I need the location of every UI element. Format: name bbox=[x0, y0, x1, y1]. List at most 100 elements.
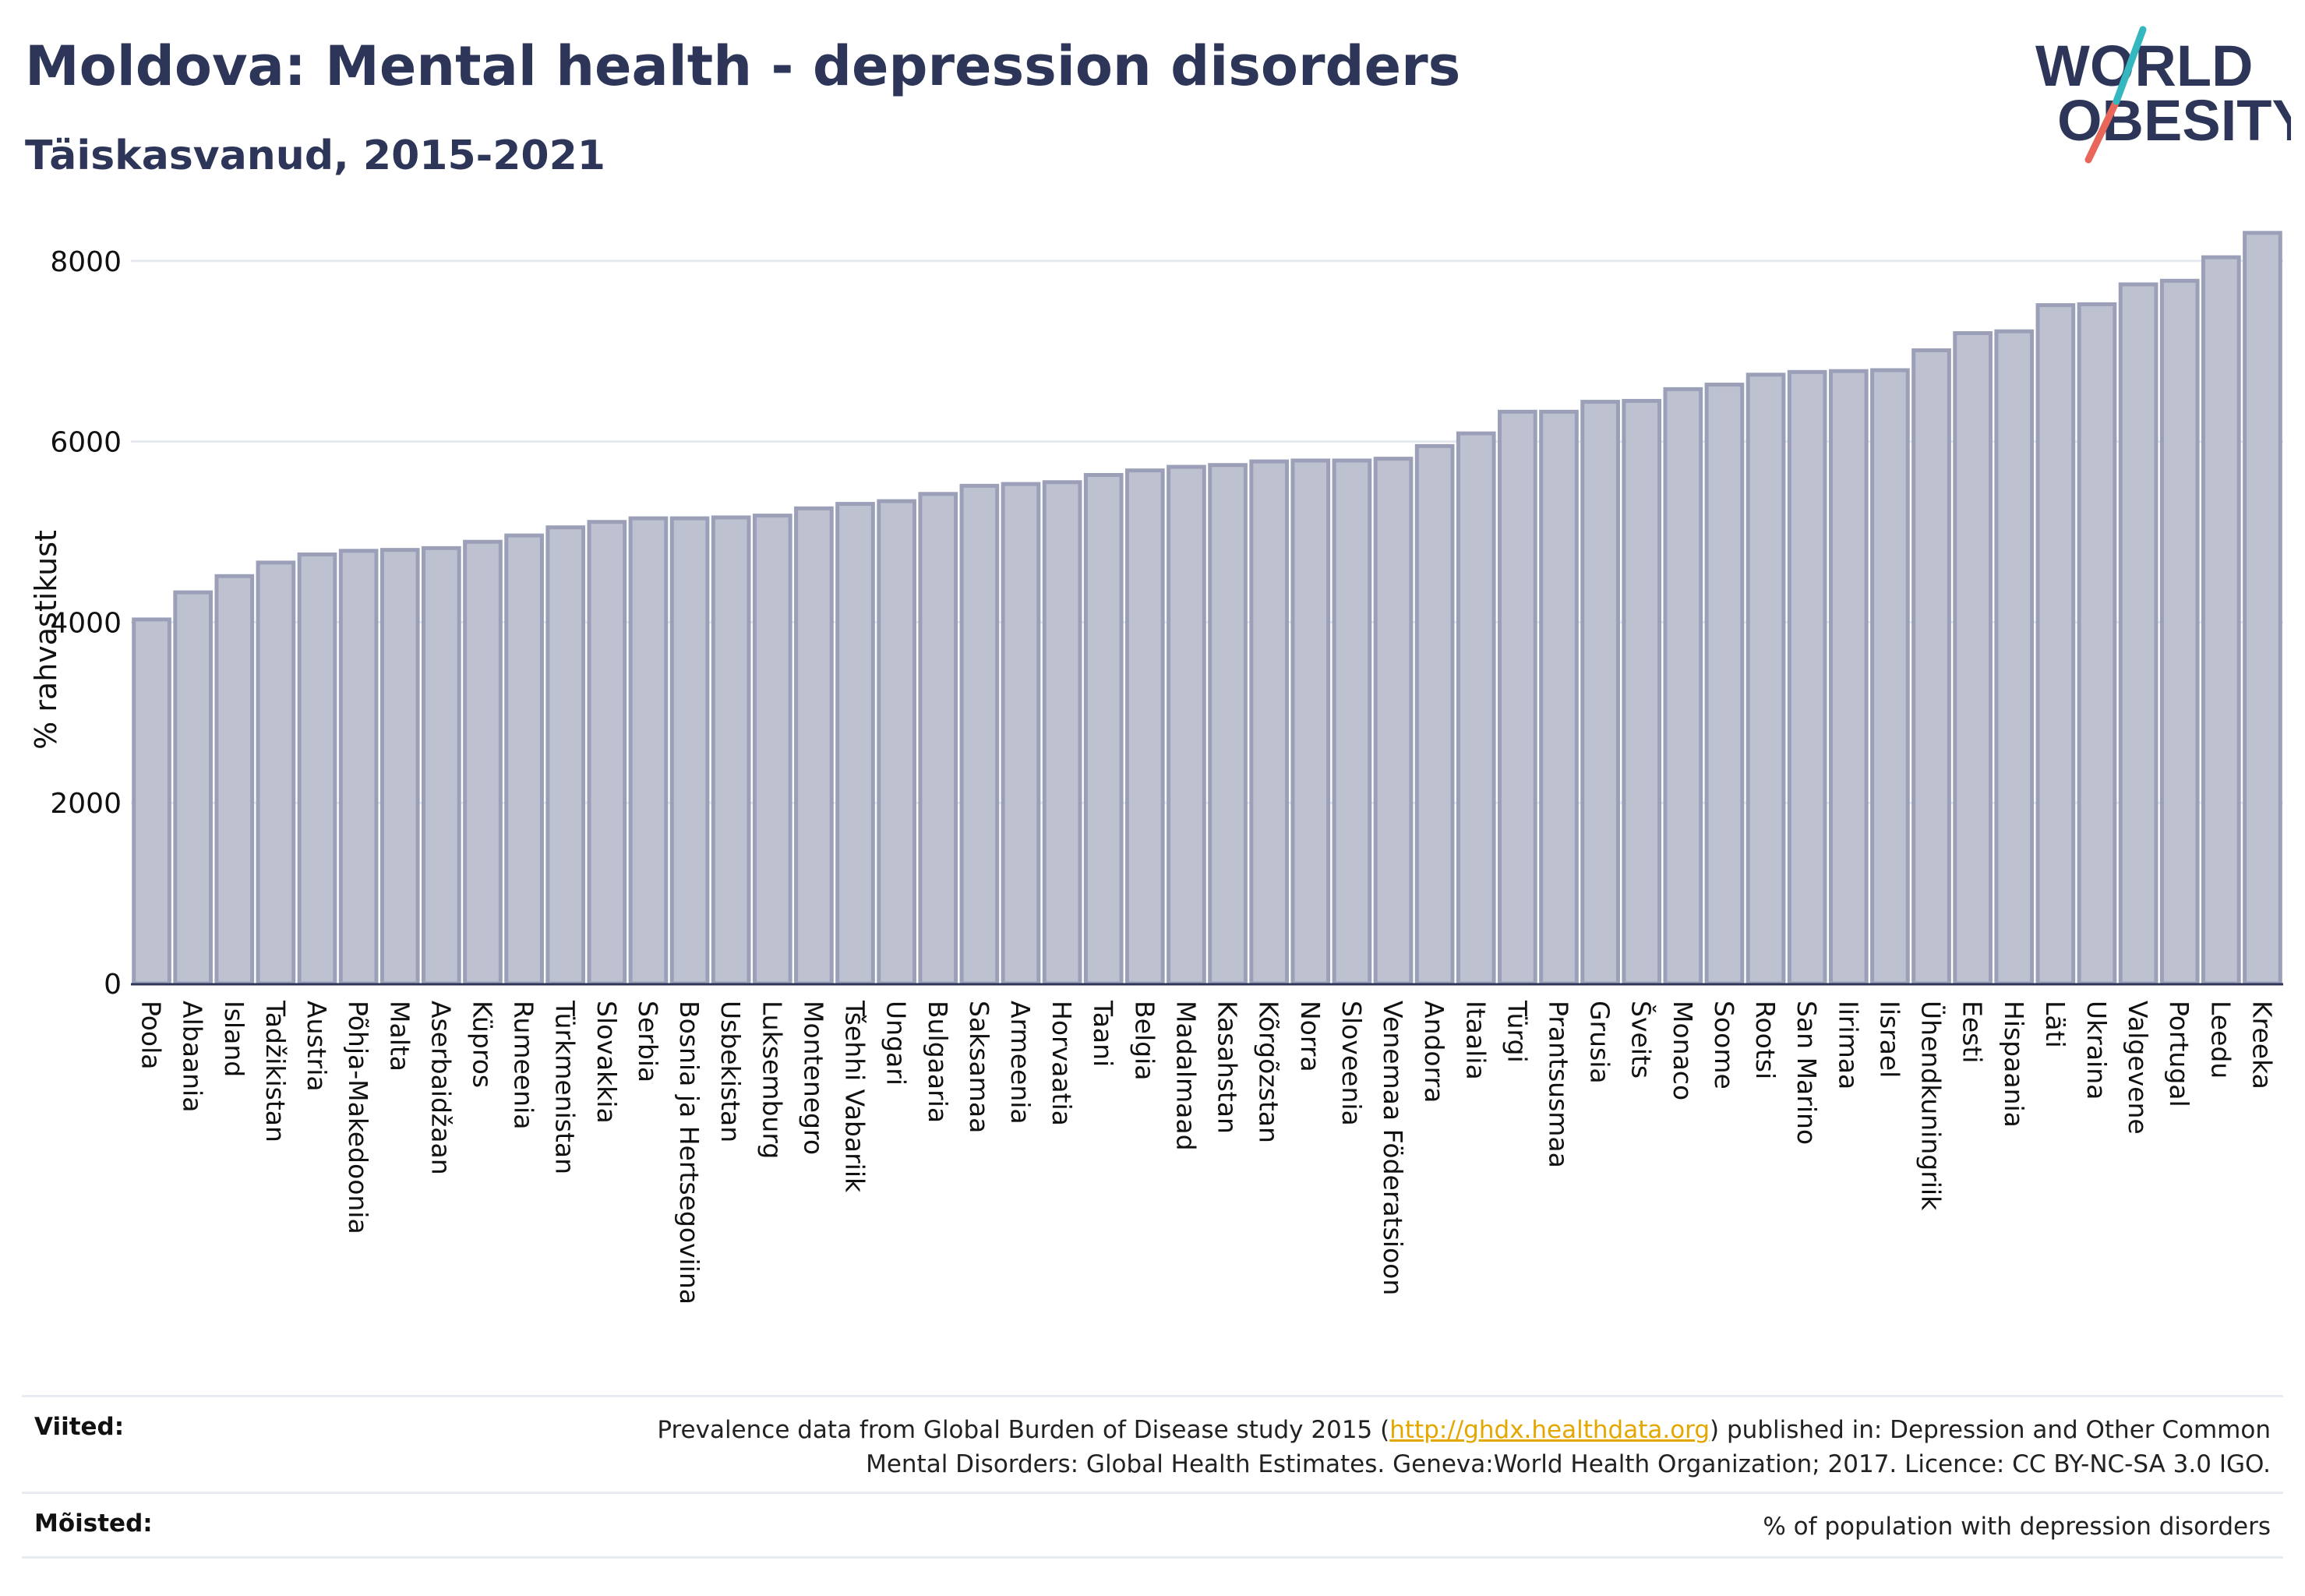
bar bbox=[1704, 383, 1745, 986]
x-tick-label: Iisrael bbox=[1874, 1001, 1904, 1078]
x-tick-label: Portugal bbox=[2164, 1001, 2194, 1107]
bar bbox=[1042, 480, 1082, 986]
bar bbox=[463, 539, 503, 986]
sources-link[interactable]: http://ghdx.healthdata.org bbox=[1389, 1416, 1710, 1444]
bar bbox=[379, 548, 420, 986]
bar bbox=[422, 546, 461, 986]
bar bbox=[1911, 348, 1951, 986]
bar bbox=[1498, 409, 1537, 986]
x-tick-label: Kasahstan bbox=[1213, 1001, 1243, 1134]
x-tick-label: Iirimaa bbox=[1833, 1001, 1863, 1089]
y-tick-label: 0 bbox=[104, 969, 122, 1001]
bar bbox=[1622, 398, 1662, 986]
x-tick-labels: Poola Albaania Island Tadžikistan Austria Põh… bbox=[136, 1000, 2278, 1305]
footer-definitions: Mõisted: % of population with depression… bbox=[22, 1492, 2283, 1559]
bar bbox=[1456, 431, 1496, 986]
bar bbox=[1787, 369, 1827, 986]
x-tick-label: Eesti bbox=[1957, 1001, 1988, 1063]
y-axis-label: % rahvastikust bbox=[29, 530, 63, 750]
x-tick-label: Leedu bbox=[2205, 1001, 2236, 1079]
bar bbox=[752, 514, 792, 986]
page-title: Moldova: Mental health - depression diso… bbox=[25, 34, 1461, 98]
x-tick-label: Bulgaaria bbox=[923, 1001, 953, 1123]
x-tick-label: Sloveenia bbox=[1336, 1001, 1367, 1126]
bar bbox=[794, 506, 834, 986]
bar bbox=[711, 515, 751, 986]
bar bbox=[1414, 443, 1455, 986]
x-tick-label: Horvaatia bbox=[1047, 1001, 1077, 1126]
y-tick-label: 6000 bbox=[50, 427, 122, 459]
bar bbox=[1373, 457, 1414, 986]
definitions-text: % of population with depression disorder… bbox=[1763, 1513, 2271, 1541]
x-tick-label: Kõrgõzstan bbox=[1254, 1001, 1284, 1143]
bar bbox=[1746, 373, 1786, 986]
x-tick-label: Kreeka bbox=[2247, 1001, 2277, 1089]
sources-label: Viited: bbox=[34, 1413, 125, 1441]
page-subtitle: Täiskasvanud, 2015-2021 bbox=[25, 132, 605, 179]
x-tick-label: Ungari bbox=[881, 1001, 912, 1086]
x-tick-label: Läti bbox=[2040, 1001, 2070, 1048]
x-tick-label: Bosnia ja Hertsegoviina bbox=[674, 1001, 704, 1305]
x-tick-label: Põhja-Makedoonia bbox=[343, 1001, 373, 1234]
x-tick-label: Türkmenistan bbox=[550, 1000, 581, 1174]
x-tick-label: Tšehhi Vabariik bbox=[840, 1000, 870, 1193]
x-tick-label: Prantsusmaa bbox=[1543, 1001, 1573, 1168]
x-tick-label: Itaalia bbox=[1460, 1001, 1491, 1080]
bar bbox=[2201, 255, 2241, 986]
bar bbox=[2243, 231, 2282, 986]
y-tick-label: 8000 bbox=[50, 246, 122, 278]
bar bbox=[545, 525, 586, 986]
bar bbox=[256, 560, 296, 986]
bar bbox=[1124, 468, 1165, 986]
bars bbox=[132, 231, 2282, 986]
x-tick-label: San Marino bbox=[1791, 1001, 1822, 1145]
bar bbox=[2118, 282, 2159, 986]
bar bbox=[1083, 472, 1124, 986]
y-tick-labels: 0 2000 4000 6000 8000 bbox=[50, 246, 122, 1001]
sources-text-after: ) published in: Depression and Other Com… bbox=[1710, 1416, 2271, 1444]
x-tick-label: Island bbox=[219, 1001, 249, 1077]
x-tick-label: Andorra bbox=[1419, 1001, 1449, 1103]
x-tick-label: Usbekistan bbox=[715, 1001, 746, 1142]
logo-line1: WORLD bbox=[2035, 34, 2254, 98]
bar bbox=[2035, 303, 2076, 986]
x-tick-label: Valgevene bbox=[2123, 1001, 2153, 1135]
x-tick-label: Austria bbox=[302, 1001, 332, 1092]
x-tick-label: Malta bbox=[384, 1001, 415, 1072]
bar bbox=[297, 552, 337, 986]
sources-text-before: Prevalence data from Global Burden of Di… bbox=[657, 1416, 1390, 1444]
bar bbox=[2159, 278, 2200, 986]
world-obesity-logo: WORLD OBESITY bbox=[2026, 23, 2305, 171]
bar bbox=[1249, 459, 1290, 986]
bar bbox=[669, 516, 710, 986]
bar bbox=[1870, 368, 1910, 986]
x-tick-label: Monaco bbox=[1668, 1001, 1698, 1100]
x-tick-label: Poola bbox=[136, 1001, 167, 1070]
sources-text-line2: Mental Disorders: Global Health Estimate… bbox=[866, 1450, 2271, 1478]
x-tick-label: Šveits bbox=[1626, 1001, 1657, 1079]
bar bbox=[1539, 409, 1579, 986]
x-tick-label: Norra bbox=[1295, 1001, 1325, 1072]
x-tick-label: Ukraina bbox=[2081, 1001, 2112, 1100]
bar bbox=[587, 520, 627, 986]
x-tick-label: Saksamaa bbox=[964, 1001, 994, 1133]
x-tick-label: Hispaania bbox=[1999, 1001, 2029, 1128]
bar bbox=[1828, 369, 1869, 986]
bar bbox=[1167, 464, 1206, 986]
bar bbox=[173, 590, 214, 986]
x-tick-label: Aserbaidžaan bbox=[425, 1001, 456, 1175]
x-tick-label: Slovakkia bbox=[591, 1001, 622, 1124]
definitions-label: Mõisted: bbox=[34, 1509, 153, 1538]
bar bbox=[1332, 458, 1372, 986]
bar bbox=[959, 483, 1000, 986]
x-tick-label: Albaania bbox=[178, 1001, 208, 1112]
bar bbox=[1663, 387, 1703, 986]
x-tick-label: Belgia bbox=[1129, 1001, 1160, 1080]
x-tick-label: Rumeenia bbox=[509, 1001, 539, 1129]
x-tick-label: Tadžikistan bbox=[260, 1000, 291, 1142]
x-tick-label: Rootsi bbox=[1750, 1001, 1781, 1079]
bar bbox=[504, 533, 544, 986]
x-tick-label: Küpros bbox=[467, 1001, 497, 1088]
y-tick-label: 4000 bbox=[50, 607, 122, 639]
bar bbox=[918, 492, 958, 986]
